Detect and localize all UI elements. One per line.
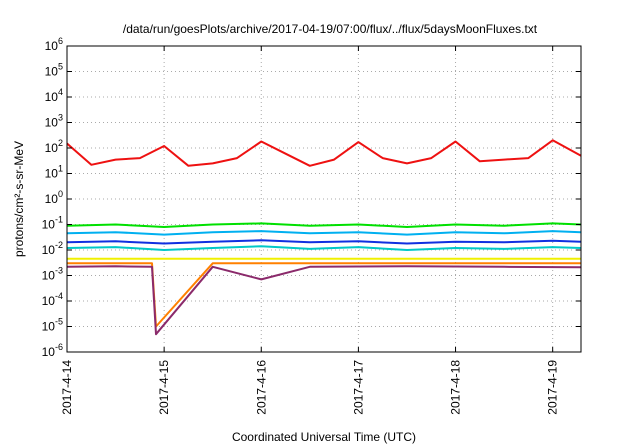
y-tick-label: 104	[45, 87, 63, 104]
y-tick-label: 103	[45, 113, 63, 130]
y-tick-exponent: -5	[55, 317, 63, 327]
y-tick-label: 102	[45, 138, 63, 155]
y-tick-exponent: -3	[55, 266, 63, 276]
x-tick-label: 2017-4-19	[546, 360, 560, 415]
y-tick-exponent: -4	[55, 291, 63, 301]
y-tick-label: 101	[45, 164, 63, 181]
y-tick-exponent: 6	[58, 36, 63, 46]
y-tick-exponent: 3	[58, 113, 63, 123]
series-line-7	[66, 139, 582, 167]
grid	[67, 46, 581, 352]
y-tick-exponent: 1	[58, 164, 63, 174]
x-tick-label: 2017-4-14	[60, 360, 74, 415]
y-tick-exponent: -1	[55, 215, 63, 225]
y-tick-exponent: 4	[58, 87, 63, 97]
series-group	[66, 139, 582, 336]
series-line-1	[66, 230, 582, 236]
y-tick-label: 10-2	[42, 240, 63, 257]
y-tick-exponent: 5	[58, 62, 63, 72]
y-tick-label: 10-4	[42, 291, 63, 308]
series-line-2	[66, 239, 582, 245]
y-tick-label: 106	[45, 36, 63, 53]
y-tick-label: 10-5	[42, 317, 63, 334]
series-line-3	[66, 245, 582, 251]
y-tick-label: 105	[45, 62, 63, 79]
series-line-6	[66, 265, 582, 336]
y-tick-label: 10-3	[42, 266, 63, 283]
y-tick-exponent: 0	[58, 189, 63, 199]
chart-title: /data/run/goesPlots/archive/2017-04-19/0…	[123, 22, 538, 36]
y-axis-label: protons/cm²-s-sr-MeV	[12, 141, 26, 257]
x-axis-label: Coordinated Universal Time (UTC)	[232, 430, 416, 444]
series-line-0	[66, 222, 582, 228]
y-tick-label: 10-1	[42, 215, 63, 232]
y-tick-exponent: -6	[55, 342, 63, 352]
x-tick-label: 2017-4-16	[254, 360, 268, 415]
y-axis-ticks: 10-610-510-410-310-210-11001011021031041…	[42, 36, 581, 359]
y-tick-label: 100	[45, 189, 63, 206]
x-tick-label: 2017-4-18	[449, 360, 463, 415]
y-tick-exponent: 2	[58, 138, 63, 148]
x-axis-ticks: 2017-4-14 2017-4-15 2017-4-16 2017-4-17 2017…	[60, 46, 560, 415]
series-line-5	[67, 262, 581, 328]
x-tick-label: 2017-4-17	[351, 360, 365, 415]
y-tick-label: 10-6	[42, 342, 63, 359]
y-tick-exponent: -2	[55, 240, 63, 250]
x-tick-label: 2017-4-15	[157, 360, 171, 415]
